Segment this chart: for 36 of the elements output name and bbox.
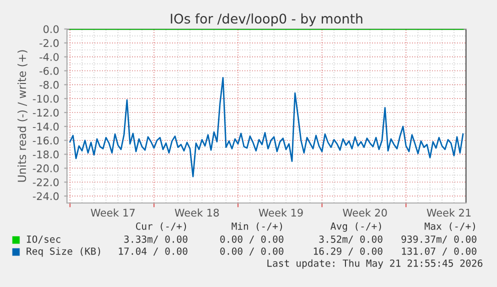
text: 3.52m/ 0.00 <box>319 235 382 244</box>
text: Avg (-/+) <box>330 222 381 232</box>
legend-label: Req Size (KB) <box>26 247 100 257</box>
x-tick-label: Week 21 <box>426 208 471 217</box>
y-tick-label: -10.0 <box>32 94 59 103</box>
text: 17.04 / 0.00 <box>118 247 188 256</box>
y-tick-label: 0.0 <box>43 25 59 34</box>
y-tick-label: -14.0 <box>32 122 59 131</box>
text: Min (-/+) <box>232 222 282 231</box>
y-tick-label: -20.0 <box>32 164 59 172</box>
text: Cur (-/+) <box>136 222 186 231</box>
x-tick-label: Week 17 <box>90 208 135 217</box>
legend-label: IO/sec <box>26 235 60 244</box>
text: 3.33m/ 0.00 <box>124 235 188 244</box>
y-tick-label: -8.0 <box>40 80 59 89</box>
y-tick-label: -16.0 <box>32 136 59 144</box>
chart-title: IOs for /dev/loop0 - by month <box>170 13 362 26</box>
y-tick-label: -4.0 <box>40 53 59 61</box>
y-tick-label: -24.0 <box>32 192 59 200</box>
text: 939.37m/ 0.00 <box>402 235 476 244</box>
y-tick-label: -2.0 <box>40 39 59 48</box>
text: 16.29 / 0.00 <box>314 247 382 256</box>
text: 0.00 / 0.00 <box>220 235 284 244</box>
text: Max (-/+) <box>424 222 475 231</box>
line-series <box>69 77 464 178</box>
y-tick-label: -18.0 <box>32 150 59 158</box>
y-axis-title: Units read (-) / write (+) <box>17 50 28 182</box>
text: 131.07 / 0.00 <box>402 247 476 256</box>
y-tick-label: -6.0 <box>40 66 59 75</box>
y-tick-label: -12.0 <box>32 108 59 117</box>
x-tick-label: Week 20 <box>342 208 387 217</box>
text: Last update: Thu May 21 21:55:45 2026 <box>267 259 482 269</box>
x-tick-label: Week 18 <box>174 208 219 217</box>
y-tick-label: -22.0 <box>32 178 59 186</box>
text: 0.00 / 0.00 <box>220 247 284 256</box>
x-tick-label: Week 19 <box>258 208 303 217</box>
